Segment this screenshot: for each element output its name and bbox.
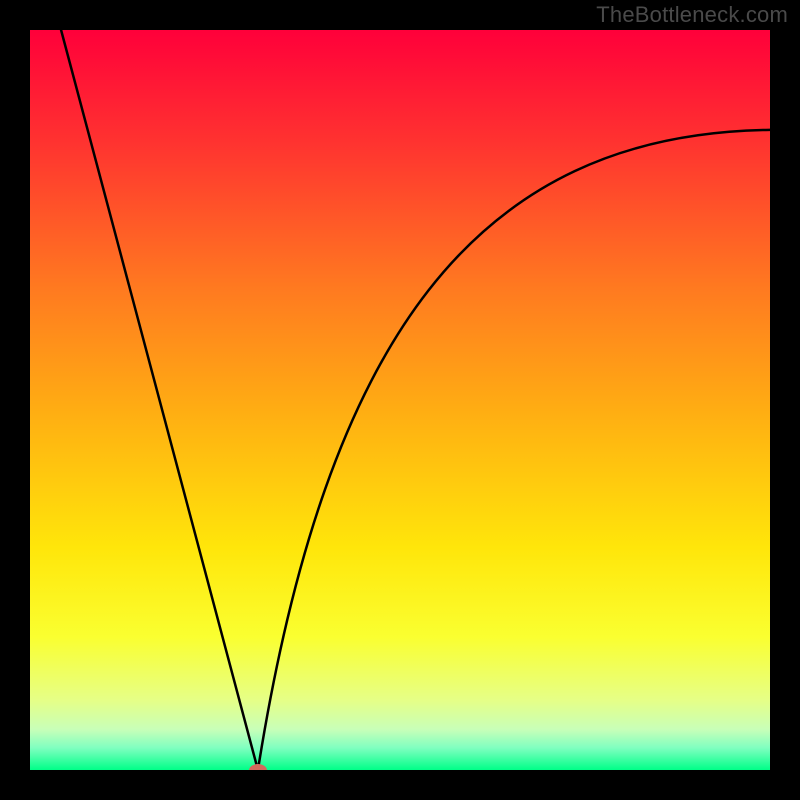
curve-path bbox=[61, 30, 770, 770]
plot-area bbox=[30, 30, 770, 770]
watermark-text: TheBottleneck.com bbox=[596, 2, 788, 28]
bottleneck-curve bbox=[30, 30, 770, 770]
chart-container: TheBottleneck.com bbox=[0, 0, 800, 800]
